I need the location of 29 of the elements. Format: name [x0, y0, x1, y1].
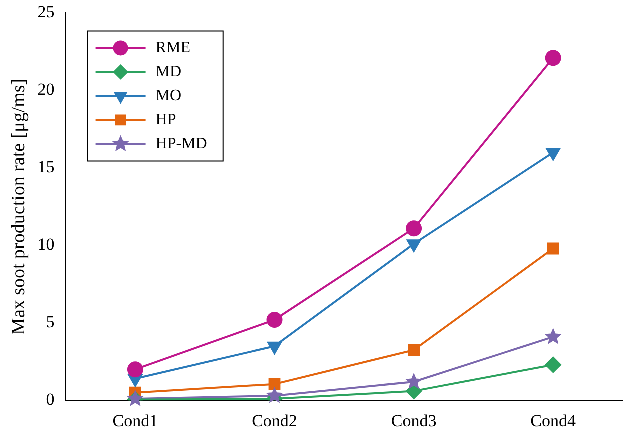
y-tick-label: 10: [38, 235, 55, 254]
legend-label: RME: [156, 39, 190, 56]
point: [545, 50, 562, 66]
y-tick-label: 5: [46, 312, 55, 332]
point: [405, 373, 423, 390]
point: [266, 386, 284, 404]
point: [126, 390, 144, 406]
x-tick-label: Cond1: [112, 411, 158, 430]
legend-label: HP: [156, 111, 176, 128]
x-tick-label: Cond3: [391, 411, 437, 430]
legend-label: MD: [156, 63, 182, 80]
legend-label: HP-MD: [156, 135, 208, 152]
point: [268, 378, 281, 390]
y-axis-title: Max soot production rate [μg/ms]: [8, 78, 30, 335]
x-tick-label: Cond4: [530, 411, 577, 430]
point: [408, 344, 420, 356]
point: [406, 220, 422, 237]
point: [127, 362, 144, 378]
y-tick-label: 25: [38, 2, 55, 22]
point: [266, 312, 283, 328]
y-tick-label: 0: [46, 390, 55, 410]
x-tick-label: Cond2: [252, 411, 298, 430]
point: [545, 356, 562, 373]
y-tick-label: 20: [38, 80, 55, 100]
y-tick-label: 15: [38, 158, 55, 177]
legend-label: MO: [156, 87, 182, 104]
point: [544, 328, 562, 344]
point: [547, 242, 560, 255]
point: [546, 148, 560, 161]
